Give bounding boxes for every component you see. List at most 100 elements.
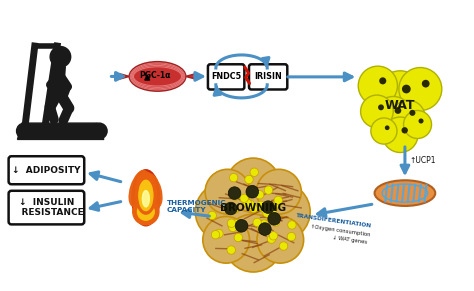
Circle shape bbox=[17, 123, 32, 139]
Circle shape bbox=[208, 211, 217, 220]
Circle shape bbox=[240, 194, 248, 203]
Circle shape bbox=[267, 235, 276, 243]
Circle shape bbox=[272, 218, 280, 226]
Circle shape bbox=[392, 100, 425, 134]
Circle shape bbox=[137, 203, 154, 220]
Text: FNDC5: FNDC5 bbox=[211, 72, 241, 81]
Circle shape bbox=[227, 219, 236, 228]
FancyBboxPatch shape bbox=[208, 64, 244, 90]
Text: WAT: WAT bbox=[385, 99, 416, 112]
Ellipse shape bbox=[136, 172, 156, 214]
Circle shape bbox=[256, 201, 265, 210]
Circle shape bbox=[273, 200, 282, 208]
Circle shape bbox=[265, 203, 274, 212]
Circle shape bbox=[269, 232, 278, 240]
Ellipse shape bbox=[142, 191, 149, 207]
Circle shape bbox=[227, 246, 236, 254]
Circle shape bbox=[229, 173, 238, 182]
Circle shape bbox=[376, 71, 425, 119]
Ellipse shape bbox=[129, 171, 148, 206]
Circle shape bbox=[263, 209, 271, 217]
Text: BROWNING: BROWNING bbox=[220, 203, 286, 213]
Circle shape bbox=[231, 192, 239, 200]
Circle shape bbox=[361, 95, 393, 128]
Circle shape bbox=[383, 117, 418, 152]
Circle shape bbox=[235, 219, 248, 232]
Circle shape bbox=[215, 229, 223, 238]
Circle shape bbox=[264, 186, 273, 194]
Circle shape bbox=[403, 111, 431, 139]
Text: ↑Oxygen consumption: ↑Oxygen consumption bbox=[310, 224, 371, 238]
Circle shape bbox=[287, 233, 296, 241]
Circle shape bbox=[269, 205, 277, 214]
Circle shape bbox=[288, 221, 296, 229]
Circle shape bbox=[399, 68, 442, 111]
FancyBboxPatch shape bbox=[9, 156, 84, 184]
Circle shape bbox=[246, 200, 255, 209]
Circle shape bbox=[246, 185, 259, 198]
Text: IRISIN: IRISIN bbox=[254, 72, 282, 81]
Circle shape bbox=[268, 212, 281, 225]
Circle shape bbox=[259, 204, 268, 212]
Circle shape bbox=[255, 191, 264, 199]
Circle shape bbox=[225, 202, 237, 215]
Ellipse shape bbox=[144, 174, 162, 208]
Circle shape bbox=[253, 218, 261, 227]
Circle shape bbox=[259, 223, 271, 235]
Circle shape bbox=[378, 104, 384, 110]
Circle shape bbox=[228, 223, 237, 232]
Circle shape bbox=[252, 183, 310, 241]
Circle shape bbox=[245, 175, 253, 184]
Circle shape bbox=[203, 217, 249, 263]
Circle shape bbox=[410, 110, 415, 116]
Circle shape bbox=[385, 125, 390, 130]
Circle shape bbox=[402, 85, 410, 93]
Circle shape bbox=[279, 242, 288, 250]
Circle shape bbox=[256, 169, 301, 214]
Circle shape bbox=[216, 177, 291, 251]
Circle shape bbox=[401, 127, 408, 134]
Polygon shape bbox=[185, 74, 196, 79]
Polygon shape bbox=[18, 123, 104, 139]
Circle shape bbox=[234, 233, 243, 242]
Circle shape bbox=[394, 107, 401, 114]
Circle shape bbox=[50, 47, 71, 67]
Ellipse shape bbox=[374, 180, 435, 206]
Circle shape bbox=[230, 205, 238, 214]
Circle shape bbox=[249, 204, 258, 212]
FancyBboxPatch shape bbox=[9, 191, 84, 224]
Circle shape bbox=[257, 224, 265, 232]
Circle shape bbox=[274, 196, 283, 205]
Circle shape bbox=[422, 80, 429, 88]
Circle shape bbox=[205, 169, 250, 214]
Ellipse shape bbox=[129, 62, 185, 91]
Text: ↓  INSULIN
    RESISTANCE: ↓ INSULIN RESISTANCE bbox=[9, 198, 84, 217]
Text: ↓  ADIPOSITY: ↓ ADIPOSITY bbox=[12, 166, 81, 175]
Text: ↑UCP1: ↑UCP1 bbox=[410, 156, 436, 165]
Circle shape bbox=[371, 118, 397, 144]
Text: TRANSDIFERENTIATION: TRANSDIFERENTIATION bbox=[296, 213, 372, 229]
Circle shape bbox=[133, 199, 159, 225]
Circle shape bbox=[419, 118, 424, 123]
Circle shape bbox=[211, 230, 220, 239]
Circle shape bbox=[262, 201, 274, 213]
Circle shape bbox=[260, 220, 268, 228]
Text: ↓ WAT genes: ↓ WAT genes bbox=[332, 235, 367, 244]
Polygon shape bbox=[119, 74, 129, 79]
Circle shape bbox=[195, 183, 253, 241]
Ellipse shape bbox=[132, 170, 160, 226]
Circle shape bbox=[228, 187, 241, 199]
Circle shape bbox=[232, 220, 240, 228]
Circle shape bbox=[243, 199, 252, 207]
Circle shape bbox=[226, 158, 280, 212]
Circle shape bbox=[374, 97, 412, 134]
FancyBboxPatch shape bbox=[249, 64, 287, 90]
Text: THERMOGENIC
CAPACITY: THERMOGENIC CAPACITY bbox=[167, 200, 227, 213]
Text: PGC-1α: PGC-1α bbox=[139, 71, 171, 80]
Circle shape bbox=[91, 123, 107, 139]
Circle shape bbox=[379, 77, 386, 84]
Circle shape bbox=[358, 66, 398, 105]
Ellipse shape bbox=[139, 180, 153, 211]
Circle shape bbox=[224, 214, 282, 272]
Circle shape bbox=[257, 217, 304, 263]
